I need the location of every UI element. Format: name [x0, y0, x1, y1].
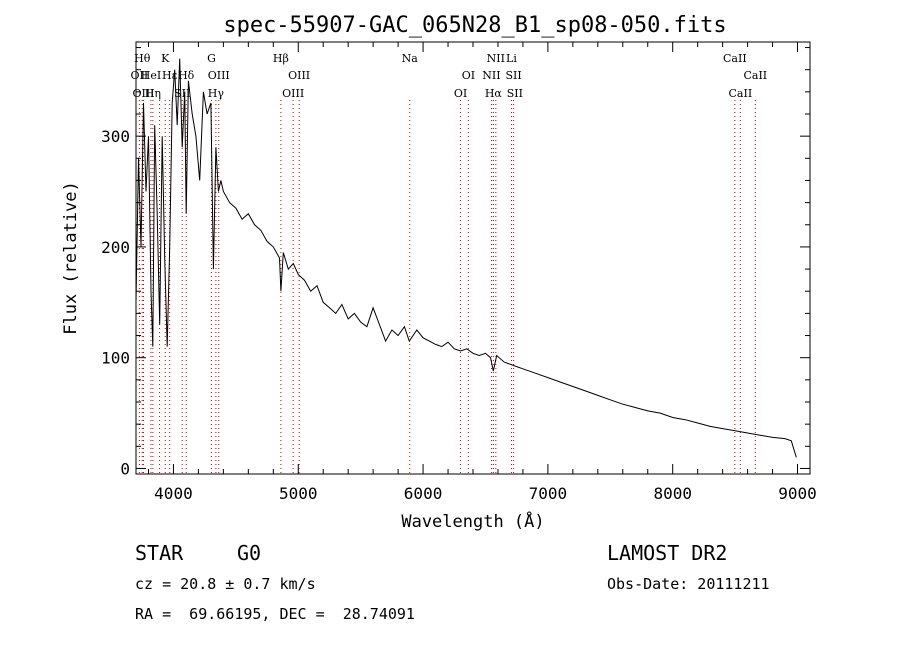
chart-title: spec-55907-GAC_065N28_B1_sp08-050.fits	[223, 13, 726, 38]
marker-label: K	[161, 52, 170, 65]
marker-label: NII	[487, 52, 505, 65]
marker-label: SII	[505, 69, 521, 82]
marker-label: CaII	[723, 52, 747, 65]
y-tick-label: 0	[120, 459, 130, 478]
x-tick-label: 5000	[279, 484, 318, 503]
spectrum-line	[135, 58, 797, 458]
marker-label: OIII	[132, 87, 154, 100]
marker-label: G	[207, 52, 216, 65]
marker-label: Hη	[145, 87, 161, 100]
marker-label: Hθ	[134, 52, 151, 65]
x-tick-label: 7000	[529, 484, 568, 503]
plot-frame	[135, 41, 811, 475]
x-tick-label: 6000	[404, 484, 443, 503]
x-axis-ticks: 4000 5000 6000 7000 8000 9000	[147, 42, 817, 503]
x-axis-label: Wavelength (Å)	[401, 510, 544, 532]
redshift-cz: cz = 20.8 ± 0.7 km/s	[135, 575, 316, 593]
object-subclass: G0	[237, 541, 262, 565]
marker-label: OI	[454, 87, 467, 100]
x-tick-label: 4000	[154, 484, 193, 503]
marker-label: Hγ	[208, 87, 225, 100]
marker-label: SII	[507, 87, 523, 100]
marker-label: NII	[482, 69, 500, 82]
marker-label: OIII	[288, 69, 310, 82]
y-tick-label: 200	[101, 238, 130, 257]
marker-label: CaII	[729, 87, 753, 100]
obs-date: Obs-Date: 20111211	[607, 575, 770, 593]
marker-label: Na	[402, 52, 419, 65]
marker-label: CaII	[743, 69, 767, 82]
marker-label: Hα	[485, 87, 503, 100]
y-tick-label: 300	[101, 127, 130, 146]
y-axis-label: Flux (relative)	[61, 181, 81, 335]
marker-label: Hβ	[273, 52, 289, 65]
marker-label: Li	[506, 52, 517, 65]
marker-label: OIII	[282, 87, 304, 100]
y-axis-ticks: 0 100 200 300	[101, 47, 810, 478]
marker-label: OII	[131, 69, 149, 82]
marker-label: OIII	[208, 69, 230, 82]
marker-label: HeI	[141, 69, 161, 82]
survey-name: LAMOST DR2	[607, 541, 728, 565]
x-tick-label: 9000	[778, 484, 817, 503]
object-class: STAR	[135, 541, 184, 565]
y-tick-label: 100	[101, 349, 130, 368]
ra-dec: RA = 69.66195, DEC = 28.74091	[135, 605, 415, 623]
marker-label: Hδ	[178, 69, 195, 82]
marker-label: OI	[462, 69, 475, 82]
x-tick-label: 8000	[653, 484, 692, 503]
